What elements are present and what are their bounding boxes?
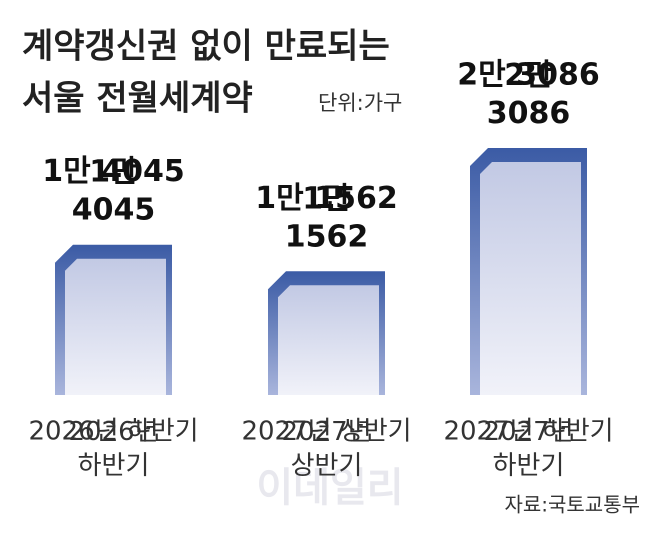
unit-label: 단위:가구	[318, 91, 402, 115]
bar-inner	[480, 162, 581, 395]
chart-title: 계약갱신권 없이 만료되는	[22, 27, 390, 67]
bar-inner	[278, 285, 379, 395]
chart-title: 서울 전월세계약	[22, 79, 253, 119]
watermark: 이데일리	[256, 465, 403, 511]
source: 자료:국토교통부	[504, 493, 640, 517]
bar-inner	[65, 258, 166, 395]
